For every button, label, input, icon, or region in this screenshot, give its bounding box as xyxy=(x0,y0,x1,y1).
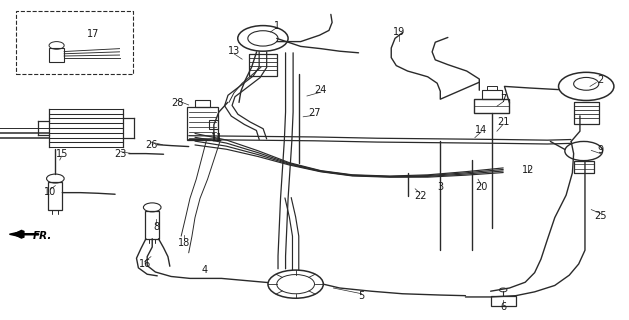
Text: 5: 5 xyxy=(359,291,365,301)
Text: 26: 26 xyxy=(145,140,157,150)
Text: 2: 2 xyxy=(598,75,604,85)
Text: 24: 24 xyxy=(314,84,327,95)
Text: 19: 19 xyxy=(393,27,406,37)
Text: 8: 8 xyxy=(153,222,159,232)
Text: 16: 16 xyxy=(138,259,151,269)
Text: 10: 10 xyxy=(44,187,57,197)
Text: 21: 21 xyxy=(497,116,509,127)
Text: 20: 20 xyxy=(475,182,487,192)
Text: 13: 13 xyxy=(228,46,240,56)
Bar xyxy=(487,86,497,90)
Text: 6: 6 xyxy=(500,301,506,312)
Bar xyxy=(474,99,509,113)
Bar xyxy=(491,296,516,306)
Bar xyxy=(574,161,594,173)
Text: 14: 14 xyxy=(475,124,487,135)
Bar xyxy=(145,211,159,239)
Bar xyxy=(187,107,218,140)
Bar xyxy=(249,54,277,76)
Text: 12: 12 xyxy=(522,164,535,175)
Text: 11: 11 xyxy=(211,132,223,143)
Text: 18: 18 xyxy=(178,237,191,248)
Bar xyxy=(16,11,133,74)
Bar xyxy=(574,102,599,124)
Bar xyxy=(49,48,64,62)
Polygon shape xyxy=(9,231,24,237)
Text: 27: 27 xyxy=(308,108,321,118)
Text: 22: 22 xyxy=(414,191,426,201)
Bar xyxy=(48,182,62,210)
Text: 25: 25 xyxy=(594,211,607,221)
Text: 15: 15 xyxy=(55,148,68,159)
Bar xyxy=(209,120,218,129)
Text: 9: 9 xyxy=(598,145,604,156)
Text: 23: 23 xyxy=(114,149,127,159)
Text: FR.: FR. xyxy=(33,231,52,241)
Text: 4: 4 xyxy=(201,265,208,276)
Bar xyxy=(195,100,210,107)
Text: 3: 3 xyxy=(437,182,443,192)
Text: 7: 7 xyxy=(500,94,506,104)
Bar xyxy=(482,90,502,99)
Text: 28: 28 xyxy=(171,98,184,108)
Text: 17: 17 xyxy=(87,28,99,39)
Text: 1: 1 xyxy=(274,20,280,31)
